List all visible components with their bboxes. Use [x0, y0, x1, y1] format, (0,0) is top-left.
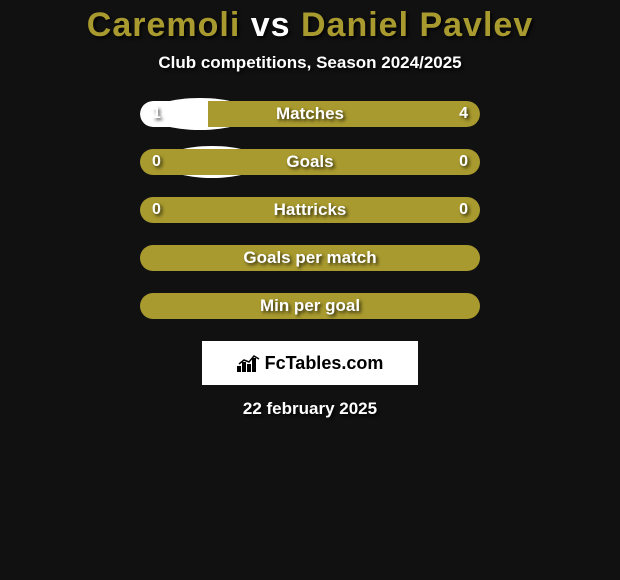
- stat-row: Hattricks 0 0: [140, 197, 480, 223]
- subtitle: Club competitions, Season 2024/2025: [158, 53, 461, 73]
- stat-row: Matches 1 4: [140, 101, 480, 127]
- player1-name: Caremoli: [87, 6, 241, 44]
- stat-row: Goals per match: [140, 245, 480, 271]
- logo-text: FcTables.com: [265, 353, 384, 374]
- date: 22 february 2025: [243, 399, 377, 419]
- stat-value-right: 4: [459, 105, 468, 123]
- player2-name: Daniel Pavlev: [301, 6, 533, 44]
- stat-label: Goals per match: [243, 248, 376, 268]
- logo: FcTables.com: [237, 353, 384, 374]
- stat-label: Hattricks: [274, 200, 347, 220]
- stat-label: Min per goal: [260, 296, 360, 316]
- bars-host: Matches 1 4 Goals 0 0 Hattricks 0 0 Goals per mat…: [140, 101, 480, 341]
- stat-value-left: 0: [152, 201, 161, 219]
- stat-bar: Matches 1 4: [140, 101, 480, 127]
- stat-bar: Goals per match: [140, 245, 480, 271]
- comparison-container: Caremoli vs Daniel Pavlev Club competiti…: [0, 0, 620, 419]
- stat-label: Matches: [276, 104, 344, 124]
- stat-bar: Goals 0 0: [140, 149, 480, 175]
- vs-text: vs: [240, 6, 301, 44]
- stat-bar: Min per goal: [140, 293, 480, 319]
- bars-icon: [237, 354, 261, 372]
- stat-value-right: 0: [459, 153, 468, 171]
- stat-row: Goals 0 0: [140, 149, 480, 175]
- stat-value-left: 0: [152, 153, 161, 171]
- stat-value-left: 1: [152, 105, 161, 123]
- stat-row: Min per goal: [140, 293, 480, 319]
- stat-label: Goals: [286, 152, 333, 172]
- stat-value-right: 0: [459, 201, 468, 219]
- stat-bar: Hattricks 0 0: [140, 197, 480, 223]
- bar-fill-left: [140, 101, 208, 127]
- page-title: Caremoli vs Daniel Pavlev: [87, 6, 533, 45]
- logo-box: FcTables.com: [202, 341, 418, 385]
